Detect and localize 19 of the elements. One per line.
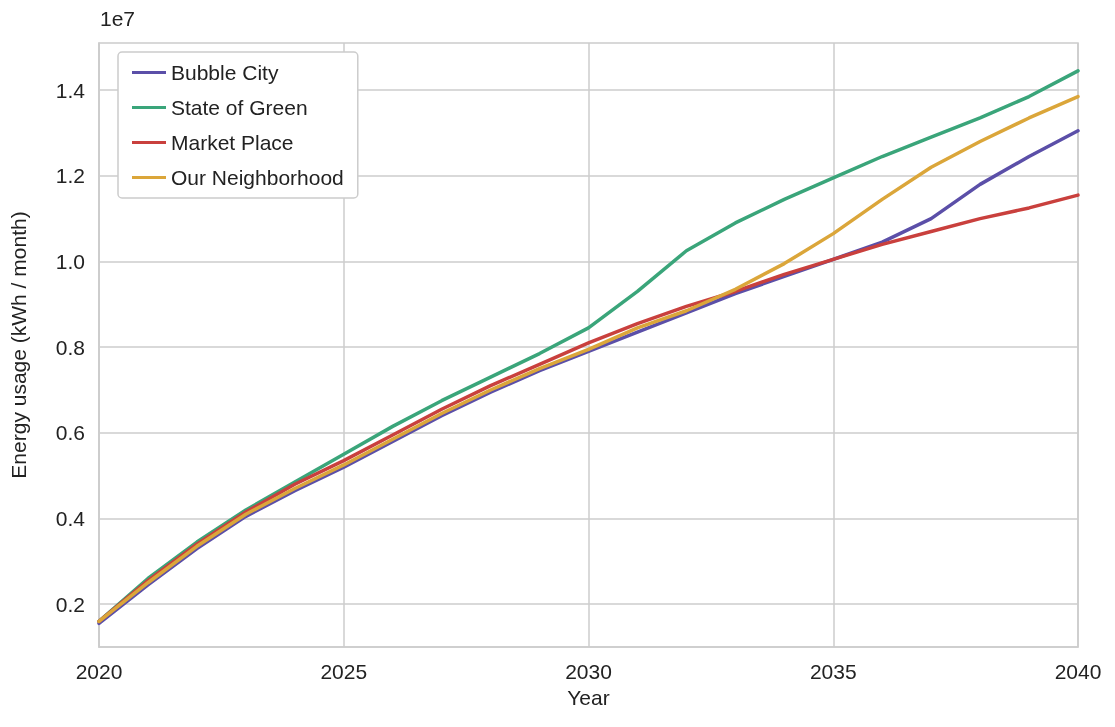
y-tick-label: 0.6 — [55, 421, 85, 445]
y-tick-label: 1.4 — [55, 78, 86, 102]
x-tick-label: 2025 — [320, 660, 368, 683]
text: 1e7 — [100, 7, 136, 30]
x-tick-label: 2030 — [565, 660, 612, 683]
y-tick-label: 1.2 — [55, 164, 85, 188]
y-axis-title: Energy usage (kWh / month) — [7, 211, 30, 479]
x-tick-label: 2020 — [75, 660, 123, 683]
x-tick-label: 2035 — [809, 660, 857, 683]
legend-label: Bubble City — [171, 61, 279, 84]
legend-label: Market Place — [171, 131, 294, 154]
x-tick-label: 2040 — [1054, 660, 1102, 683]
x-axis-title: Year — [567, 686, 610, 709]
legend-label: State of Green — [171, 96, 308, 119]
legend-label: Our Neighborhood — [171, 166, 344, 189]
y-tick-label: 0.2 — [55, 592, 85, 616]
y-tick-label: 0.4 — [55, 506, 86, 530]
y-tick-label: 1.0 — [55, 249, 85, 273]
y-tick-label: 0.8 — [55, 335, 85, 359]
